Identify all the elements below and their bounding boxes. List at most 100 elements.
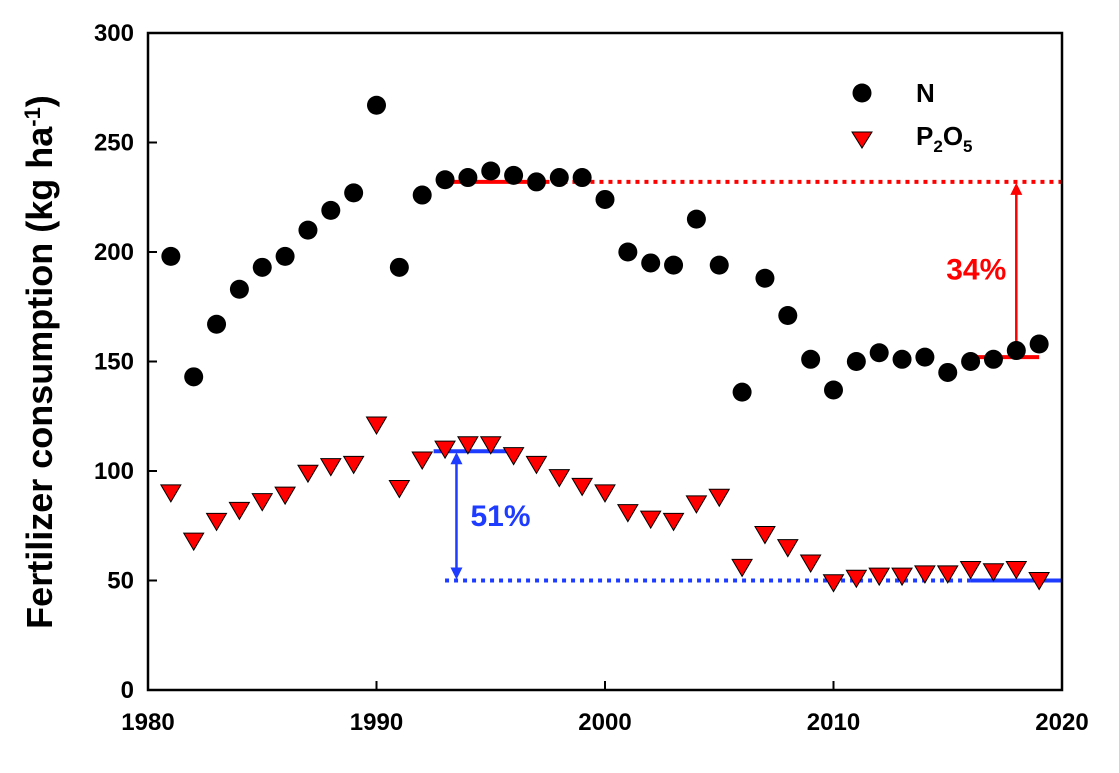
point-n (549, 168, 569, 188)
y-tick-label: 50 (107, 568, 134, 595)
point-p2o5 (319, 458, 342, 477)
point-p2o5 (434, 440, 456, 460)
point-p2o5 (868, 567, 891, 587)
point-n (458, 168, 478, 188)
point-p2o5 (388, 480, 411, 499)
point-n (389, 257, 409, 277)
point-n (344, 183, 364, 203)
point-n (435, 170, 455, 190)
point-p2o5 (342, 455, 365, 475)
legend-marker-n (852, 83, 872, 103)
point-n (686, 209, 706, 229)
y-tick-label: 0 (121, 677, 134, 704)
point-p2o5 (274, 486, 296, 506)
point-p2o5 (959, 561, 982, 580)
y-tick-label: 300 (94, 20, 134, 47)
point-p2o5 (159, 484, 182, 503)
point-p2o5 (662, 512, 685, 532)
point-p2o5 (479, 436, 502, 455)
y-tick-label: 200 (94, 239, 134, 266)
x-tick-label: 1980 (121, 709, 174, 736)
point-p2o5 (594, 484, 616, 503)
annotation-34pct: 34% (445, 179, 1062, 360)
point-n (915, 347, 935, 367)
data-points (159, 95, 1051, 593)
point-n (892, 349, 912, 369)
y-tick-label: 150 (94, 349, 134, 376)
point-p2o5 (799, 554, 822, 573)
point-n (869, 343, 889, 363)
point-p2o5 (639, 510, 662, 530)
point-p2o5 (936, 565, 959, 584)
x-tick-label: 2000 (578, 709, 631, 736)
point-n (755, 268, 775, 288)
point-p2o5 (708, 488, 731, 508)
point-n (412, 185, 432, 205)
point-p2o5 (205, 512, 228, 532)
point-n (572, 168, 592, 188)
point-n (298, 220, 318, 240)
point-n (367, 95, 386, 115)
y-tick-label: 250 (94, 130, 134, 157)
point-p2o5 (845, 569, 868, 589)
point-n (938, 362, 958, 382)
y-axis-title-sup: -1 (20, 107, 45, 127)
annotation-arrow-head (1010, 182, 1023, 195)
annotations: 34% 51% (433, 179, 1062, 583)
point-p2o5 (525, 455, 548, 475)
point-p2o5 (548, 469, 571, 488)
point-p2o5 (685, 495, 708, 514)
point-p2o5 (297, 464, 319, 484)
point-p2o5 (228, 501, 251, 521)
point-p2o5 (1005, 561, 1028, 580)
point-p2o5 (616, 504, 639, 523)
point-p2o5 (457, 436, 479, 455)
point-n (526, 172, 546, 192)
point-p2o5 (914, 565, 936, 584)
x-tick-label: 2010 (807, 709, 860, 736)
y-axis-title-close: ) (19, 95, 60, 107)
point-p2o5 (776, 539, 799, 558)
point-n (1006, 341, 1026, 361)
point-n (504, 165, 524, 185)
point-n (641, 253, 661, 273)
point-n (846, 352, 866, 371)
point-n (207, 314, 227, 334)
point-n (184, 367, 204, 387)
point-n (321, 200, 341, 220)
x-tick-label: 1990 (350, 709, 403, 736)
y-axis-title: Fertilizer consumption (kg ha-1) (19, 95, 60, 629)
y-tick-label: 100 (94, 458, 134, 485)
y-axis-title-main: Fertilizer consumption (kg ha (19, 126, 60, 629)
point-n (961, 352, 981, 371)
point-n (778, 306, 798, 326)
point-p2o5 (731, 558, 753, 578)
point-p2o5 (1028, 572, 1051, 591)
point-n (618, 242, 638, 262)
annotation-51pct: 51% (433, 449, 1062, 583)
legend: N P2O5 (851, 78, 973, 156)
annotation-arrow-head (450, 452, 463, 465)
point-p2o5 (891, 567, 913, 587)
point-p2o5 (754, 526, 776, 545)
annotation-arrow-head (450, 567, 463, 580)
point-p2o5 (365, 416, 388, 435)
point-n (229, 279, 249, 299)
point-p2o5 (571, 477, 594, 497)
axis-ticks: 0 50 100 150 200 250 300 1980 1990 2000 2010 2020 (94, 20, 1089, 736)
point-n (481, 161, 501, 181)
point-n (1029, 334, 1049, 354)
annotation-label: 34% (946, 254, 1006, 287)
point-n (824, 380, 843, 400)
x-tick-label: 2020 (1035, 709, 1088, 736)
annotation-label: 51% (470, 500, 530, 533)
point-p2o5 (982, 563, 1005, 582)
point-n (983, 349, 1003, 369)
legend-marker-p2o5 (851, 131, 873, 149)
point-n (664, 255, 684, 275)
legend-label-n: N (916, 78, 935, 108)
point-p2o5 (251, 493, 274, 512)
point-p2o5 (411, 451, 434, 471)
point-n (595, 189, 615, 209)
